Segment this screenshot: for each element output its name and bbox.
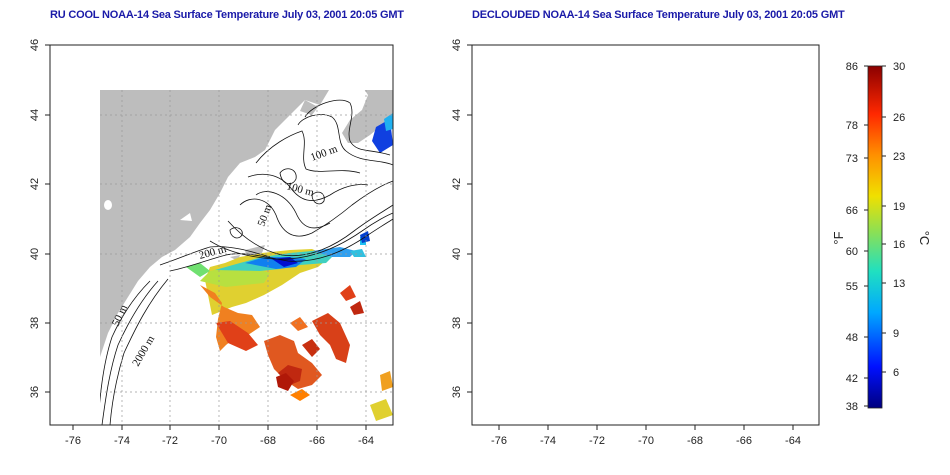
c-tick: 13 <box>893 278 905 290</box>
right-map-title: DECLOUDED NOAA-14 Sea Surface Temperatur… <box>472 9 845 21</box>
lat-tick: 36 <box>29 386 41 398</box>
sst-swath <box>186 113 393 421</box>
contour-label-50m-a: 50 m <box>256 203 275 228</box>
right-lat-tick-labels: 46 44 42 40 38 36 <box>451 39 463 398</box>
declouded-sst-patches <box>630 279 766 381</box>
lat-tick: 40 <box>29 248 41 260</box>
contour-label-200m: 200 m <box>620 243 650 262</box>
left-lon-tick-labels: -76 -74 -72 -70 -68 -66 -64 <box>65 435 374 447</box>
contour-label-100m-a: 100 m <box>731 143 762 164</box>
lon-tick: -74 <box>114 435 130 447</box>
contour-label-50m-a: 50 m <box>678 203 697 228</box>
f-tick: 66 <box>846 205 858 217</box>
f-tick: 42 <box>846 373 858 385</box>
c-tick: 19 <box>893 201 905 213</box>
contour-label-2000m: 2000 m <box>552 333 579 368</box>
f-tick: 55 <box>846 281 858 293</box>
lon-tick: -72 <box>589 435 605 447</box>
lat-tick: 38 <box>29 317 41 329</box>
f-tick: 86 <box>846 61 858 73</box>
celsius-unit-label: °C <box>917 231 932 246</box>
lat-tick: 40 <box>451 248 463 260</box>
lat-tick: 42 <box>451 178 463 190</box>
c-tick: 30 <box>893 61 905 73</box>
lon-tick: -76 <box>491 435 507 447</box>
f-tick: 78 <box>846 120 858 132</box>
contour-label-2000m: 2000 m <box>130 333 157 368</box>
land-mass <box>100 90 393 425</box>
lon-tick: -66 <box>309 435 325 447</box>
lon-tick: -70 <box>638 435 654 447</box>
celsius-ticks: 30 26 23 19 16 13 9 6 <box>893 61 905 379</box>
left-map-frame <box>49 44 394 426</box>
lon-tick: -74 <box>540 435 556 447</box>
left-lat-tick-labels: 46 44 42 40 38 36 <box>29 39 41 398</box>
c-tick: 6 <box>893 367 899 379</box>
contour-label-100m-b: 100 m <box>707 180 737 199</box>
right-lon-tick-labels: -76 -74 -72 -70 -68 -66 -64 <box>491 435 801 447</box>
c-tick: 9 <box>893 328 899 340</box>
lon-tick: -64 <box>358 435 374 447</box>
c-tick: 16 <box>893 239 905 251</box>
lat-tick: 36 <box>451 386 463 398</box>
f-tick: 48 <box>846 332 858 344</box>
lat-tick: 44 <box>451 109 463 121</box>
lat-tick: 44 <box>29 109 41 121</box>
contour-label-100m-b: 100 m <box>285 180 315 199</box>
f-tick: 38 <box>846 401 858 413</box>
lat-tick: 38 <box>451 317 463 329</box>
lon-tick: -72 <box>162 435 178 447</box>
contour-label-50m-b: 50 m <box>532 303 552 329</box>
left-map: 100 m 100 m 50 m 200 m 50 m 2000 m -76 -… <box>29 39 394 447</box>
land-mass <box>472 45 815 425</box>
lat-lon-grid <box>472 45 815 425</box>
lat-tick: 46 <box>29 39 41 51</box>
f-tick: 60 <box>846 246 858 258</box>
bathymetry-contours <box>520 100 815 425</box>
c-tick: 26 <box>893 112 905 124</box>
lon-tick: -68 <box>687 435 703 447</box>
lat-tick: 46 <box>451 39 463 51</box>
lon-tick: -64 <box>785 435 801 447</box>
left-map-title: RU COOL NOAA-14 Sea Surface Temperature … <box>50 9 404 21</box>
lon-tick: -66 <box>736 435 752 447</box>
fahrenheit-unit-label: °F <box>831 231 846 244</box>
lat-tick: 42 <box>29 178 41 190</box>
temperature-colorbar: 86 78 73 66 60 55 48 42 38 30 26 23 19 1… <box>831 61 932 413</box>
fahrenheit-ticks: 86 78 73 66 60 55 48 42 38 <box>846 61 858 413</box>
contour-label-100m-a: 100 m <box>309 143 340 164</box>
lon-tick: -70 <box>211 435 227 447</box>
f-tick: 73 <box>846 153 858 165</box>
colorbar-gradient <box>867 65 883 409</box>
right-map: 100 m 100 m 50 m 200 m 50 m 2000 m -76 -… <box>451 39 820 447</box>
lon-tick: -68 <box>260 435 276 447</box>
right-map-frame <box>471 44 820 426</box>
c-tick: 23 <box>893 151 905 163</box>
lon-tick: -76 <box>65 435 81 447</box>
